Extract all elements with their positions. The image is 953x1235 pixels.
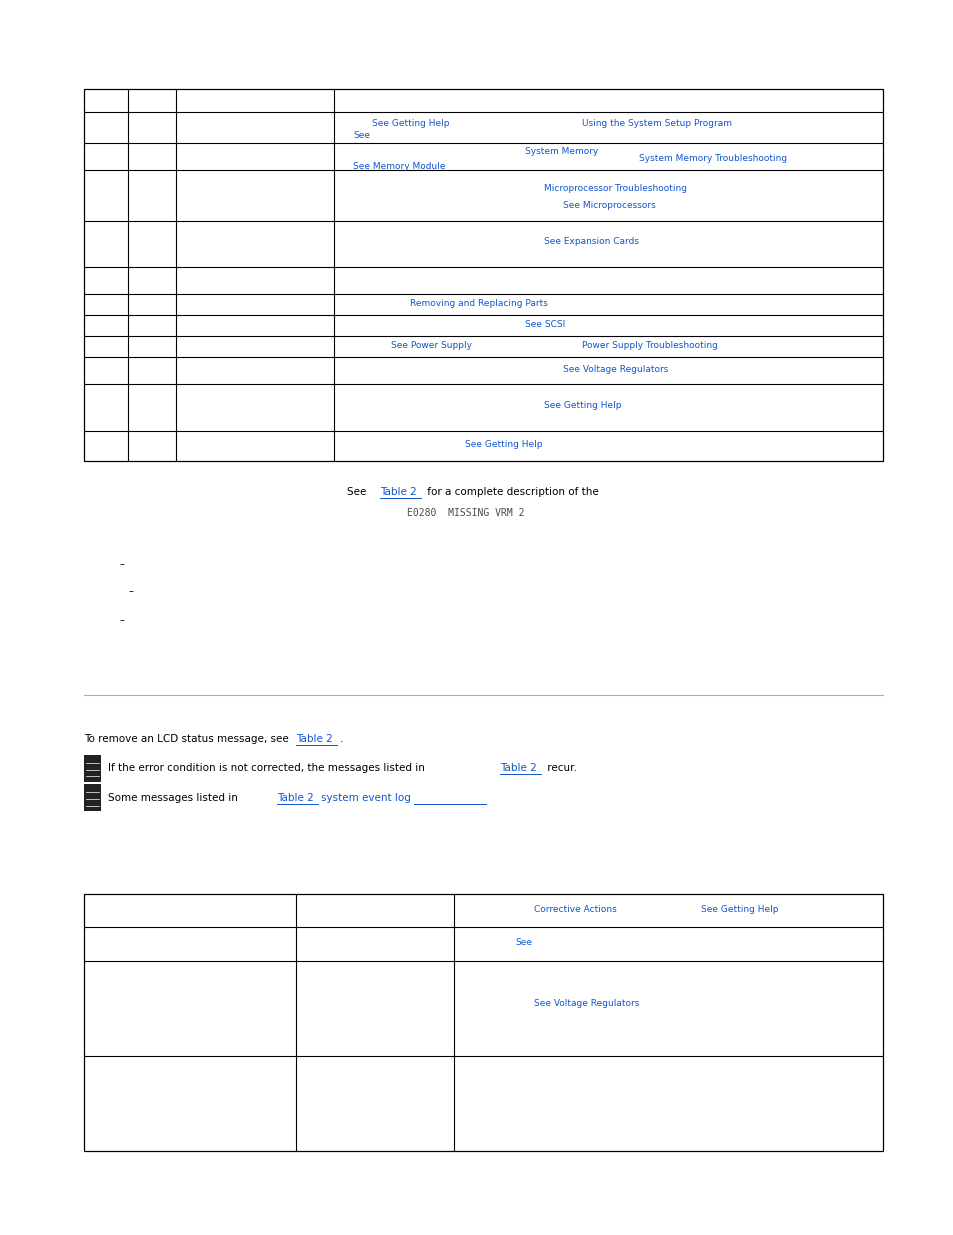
Bar [84, 89, 882, 461]
Text: See Getting Help: See Getting Help [464, 440, 541, 448]
Bar [84, 784, 101, 811]
Text: recur.: recur. [543, 763, 576, 773]
Text: –: – [119, 559, 124, 569]
Text: System Memory Troubleshooting: System Memory Troubleshooting [639, 153, 786, 163]
Text: Table 2: Table 2 [295, 734, 333, 743]
Text: See Getting Help: See Getting Help [543, 400, 620, 410]
Text: See Getting Help: See Getting Help [700, 905, 778, 914]
Text: Microprocessor Troubleshooting: Microprocessor Troubleshooting [543, 184, 686, 193]
Bar [84, 894, 882, 1151]
Text: See Memory Module: See Memory Module [353, 162, 445, 170]
Text: See Power Supply: See Power Supply [391, 341, 472, 350]
Text: See Voltage Regulators: See Voltage Regulators [562, 364, 667, 374]
Text: Table 2: Table 2 [379, 487, 416, 496]
Text: E0280  MISSING VRM 2: E0280 MISSING VRM 2 [407, 508, 524, 517]
Text: See Getting Help: See Getting Help [372, 119, 449, 127]
Text: See: See [515, 939, 532, 947]
Text: To remove an LCD status message, see: To remove an LCD status message, see [84, 734, 292, 743]
Text: –: – [129, 587, 133, 597]
Text: If the error condition is not corrected, the messages listed in: If the error condition is not corrected,… [108, 763, 428, 773]
Text: See Microprocessors: See Microprocessors [562, 201, 655, 210]
Text: See: See [347, 487, 370, 496]
Text: See Expansion Cards: See Expansion Cards [543, 237, 639, 246]
Text: –: – [119, 615, 124, 625]
Text: Corrective Actions: Corrective Actions [534, 905, 617, 914]
Text: Table 2: Table 2 [276, 793, 314, 803]
Text: .: . [339, 734, 343, 743]
Text: System Memory: System Memory [524, 147, 598, 156]
Text: See SCSI: See SCSI [524, 320, 564, 329]
Bar [84, 755, 101, 782]
Text: for a complete description of the: for a complete description of the [423, 487, 598, 496]
Text: See Voltage Regulators: See Voltage Regulators [534, 999, 639, 1008]
Text: Using the System Setup Program: Using the System Setup Program [581, 119, 731, 127]
Text: Removing and Replacing Parts: Removing and Replacing Parts [410, 299, 548, 308]
Text: Some messages listed in: Some messages listed in [108, 793, 241, 803]
Text: Power Supply Troubleshooting: Power Supply Troubleshooting [581, 341, 717, 350]
Text: See: See [353, 131, 370, 140]
Text: system event log: system event log [320, 793, 410, 803]
Text: Table 2: Table 2 [499, 763, 537, 773]
